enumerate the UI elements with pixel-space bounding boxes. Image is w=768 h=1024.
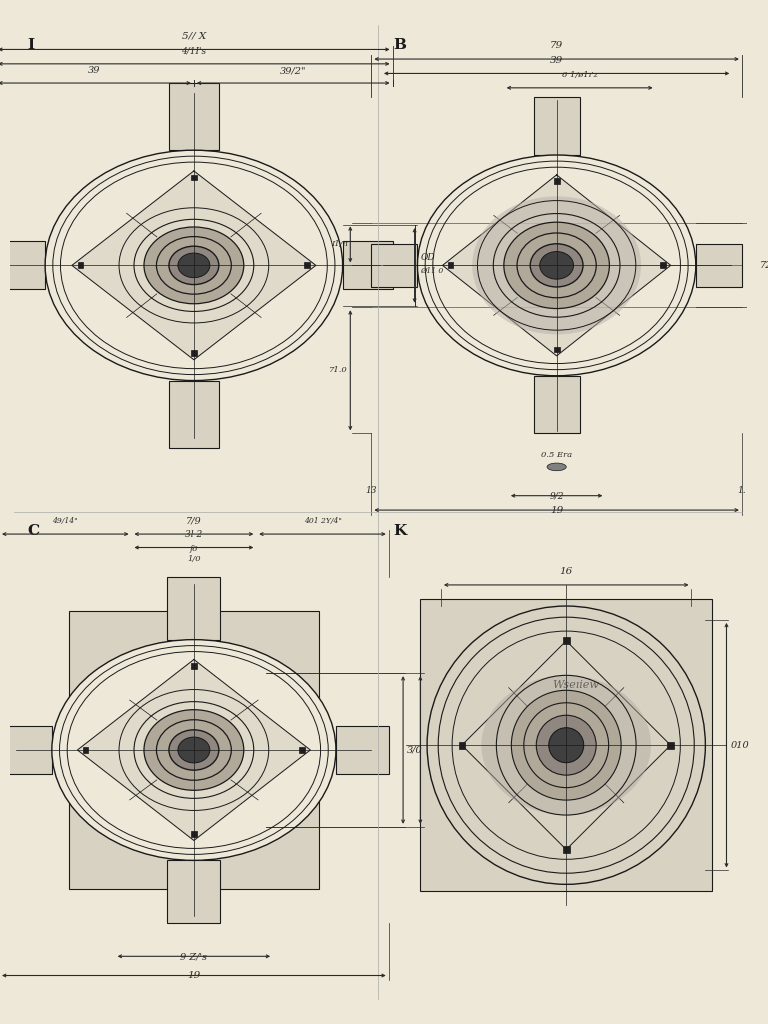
Text: C: C [27, 524, 39, 539]
Ellipse shape [547, 463, 566, 471]
Text: 79: 79 [550, 41, 563, 50]
Text: 1.: 1. [737, 486, 746, 495]
Text: 39: 39 [88, 67, 101, 76]
Text: 19: 19 [187, 972, 200, 980]
Circle shape [524, 702, 609, 787]
Polygon shape [72, 171, 316, 359]
Bar [343, 242, 392, 290]
Text: I: I [27, 38, 34, 52]
Bar [0, 726, 52, 774]
Ellipse shape [530, 244, 583, 287]
Ellipse shape [178, 737, 210, 763]
Bar [167, 578, 220, 640]
Text: OD: OD [420, 253, 435, 262]
Bar [448, 262, 453, 268]
Text: K: K [393, 524, 407, 539]
Bar [534, 97, 580, 155]
Ellipse shape [540, 252, 574, 280]
Text: 39: 39 [550, 55, 563, 65]
Ellipse shape [157, 720, 231, 780]
Bar [304, 262, 310, 268]
Text: B: B [393, 38, 406, 52]
Text: 010: 010 [730, 740, 749, 750]
Ellipse shape [52, 640, 336, 860]
Ellipse shape [169, 246, 219, 285]
Text: f6: f6 [190, 545, 198, 553]
Text: 6 1/ø1ı'z: 6 1/ø1ı'z [561, 72, 598, 79]
Text: 72: 72 [760, 261, 768, 270]
Bar [169, 83, 219, 151]
Polygon shape [78, 659, 310, 841]
Ellipse shape [45, 151, 343, 381]
Ellipse shape [418, 155, 696, 376]
Polygon shape [462, 641, 670, 850]
Text: Wseıiew: Wseıiew [552, 680, 599, 690]
Text: 0.5 Era: 0.5 Era [541, 451, 572, 459]
Bar [191, 663, 197, 669]
Ellipse shape [482, 676, 651, 815]
Bar [420, 599, 713, 891]
Text: 19: 19 [550, 506, 563, 515]
Bar [458, 741, 465, 749]
Bar [300, 748, 305, 753]
Text: 3/0: 3/0 [407, 745, 422, 755]
Text: 1/0: 1/0 [187, 555, 200, 563]
Bar [534, 376, 580, 433]
Bar [563, 846, 570, 853]
Bar [0, 242, 45, 290]
Ellipse shape [517, 233, 596, 298]
Bar [372, 244, 418, 287]
Bar [167, 860, 220, 923]
Bar [660, 262, 666, 268]
Bar [563, 638, 570, 644]
Text: 39/2": 39/2" [280, 67, 306, 76]
Text: 71.0: 71.0 [329, 367, 347, 375]
Text: 3l 2: 3l 2 [185, 529, 203, 539]
Bar [191, 175, 197, 180]
Text: 401 2Y/4": 401 2Y/4" [303, 517, 342, 525]
Ellipse shape [178, 253, 210, 278]
Text: 9/2: 9/2 [549, 492, 564, 501]
Text: Ø11 0: Ø11 0 [420, 267, 444, 275]
Text: R Ecr.uα: R Ecr.uα [520, 745, 563, 755]
Bar [667, 741, 674, 749]
Ellipse shape [144, 710, 243, 791]
Bar [69, 611, 319, 889]
Circle shape [536, 715, 596, 775]
Circle shape [511, 690, 621, 800]
Ellipse shape [504, 222, 610, 308]
Bar [78, 262, 84, 268]
Bar [554, 347, 560, 352]
Text: 49/14": 49/14" [52, 517, 78, 525]
Bar [122, 673, 266, 826]
Ellipse shape [169, 730, 219, 770]
Circle shape [549, 728, 584, 763]
Text: I1/ıı: I1/ıı [331, 241, 347, 249]
Text: 13: 13 [366, 486, 377, 495]
Text: 9 Z/'s: 9 Z/'s [180, 952, 207, 962]
Text: 16: 16 [560, 567, 573, 577]
Text: 4/1I's: 4/1I's [181, 46, 207, 55]
Bar [169, 381, 219, 447]
Bar [83, 748, 88, 753]
Bar [554, 178, 560, 184]
Ellipse shape [144, 227, 243, 304]
Ellipse shape [472, 197, 641, 335]
Bar [191, 831, 197, 837]
Text: 5// X: 5// X [182, 32, 206, 41]
Polygon shape [442, 175, 670, 356]
Bar [696, 244, 742, 287]
Bar [191, 350, 197, 356]
Bar [336, 726, 389, 774]
Ellipse shape [157, 237, 231, 294]
Text: 7/9: 7/9 [186, 516, 202, 525]
